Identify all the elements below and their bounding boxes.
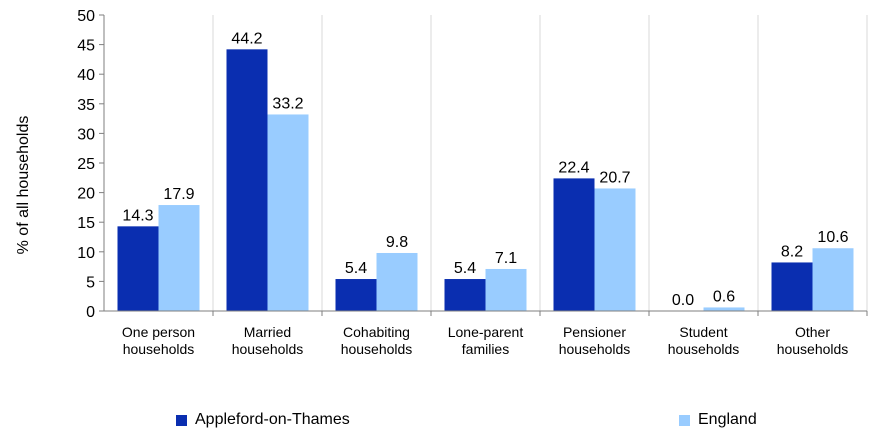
y-tick-label: 0 bbox=[86, 304, 95, 321]
bars bbox=[117, 49, 854, 312]
bar-appleford bbox=[444, 279, 486, 311]
y-axis: 0 5 10 15 20 25 30 35 40 45 50 bbox=[77, 8, 105, 321]
y-tick-label: 25 bbox=[77, 156, 95, 173]
data-label: 7.1 bbox=[495, 250, 517, 267]
x-tick-label: Lone-parent families bbox=[448, 324, 524, 357]
x-tick-label: Other households bbox=[777, 324, 849, 357]
legend-item-appleford: Appleford-on-Thames bbox=[176, 410, 350, 430]
data-label: 10.6 bbox=[817, 229, 848, 246]
legend-label-england: England bbox=[698, 411, 757, 428]
legend-item-england: England bbox=[679, 410, 757, 430]
y-tick-label: 45 bbox=[77, 38, 95, 55]
bar-appleford bbox=[226, 49, 268, 311]
x-tick-label: Cohabiting households bbox=[341, 324, 413, 357]
data-label: 5.4 bbox=[454, 260, 476, 277]
bar-appleford bbox=[117, 226, 159, 311]
data-label: 0.6 bbox=[713, 288, 735, 305]
data-label: 33.2 bbox=[272, 95, 303, 112]
legend-label-appleford: Appleford-on-Thames bbox=[195, 411, 350, 428]
bar-england bbox=[267, 114, 309, 312]
data-labels: 14.3 17.9 44.2 33.2 5.4 9.8 5.4 7.1 22.4 20.7 0.0 0… bbox=[122, 30, 848, 309]
y-tick-label: 15 bbox=[77, 215, 95, 232]
y-tick-label: 35 bbox=[77, 97, 95, 114]
bar-england bbox=[485, 268, 527, 311]
legend-swatch-england bbox=[679, 414, 690, 426]
bar-england bbox=[594, 188, 636, 311]
y-tick-label: 20 bbox=[77, 186, 95, 203]
grid-lines bbox=[212, 15, 868, 311]
bar-chart: 0 5 10 15 20 25 30 35 40 45 50 14.3 17.9 44.2 33.2 5.4… bbox=[15, 8, 868, 357]
x-tick-label: Pensioner households bbox=[559, 324, 631, 357]
legend-swatch-appleford bbox=[176, 414, 187, 426]
data-label: 8.2 bbox=[781, 243, 803, 260]
y-tick-label: 5 bbox=[86, 274, 95, 291]
data-label: 14.3 bbox=[122, 207, 153, 224]
data-label: 22.4 bbox=[558, 159, 589, 176]
data-label: 20.7 bbox=[599, 169, 630, 186]
bar-appleford bbox=[771, 262, 813, 311]
bar-england bbox=[158, 205, 200, 311]
data-label: 0.0 bbox=[672, 292, 694, 309]
bar-england bbox=[376, 252, 418, 311]
data-label: 44.2 bbox=[231, 30, 262, 47]
data-label: 17.9 bbox=[163, 186, 194, 203]
y-tick-label: 10 bbox=[77, 245, 95, 262]
y-tick-label: 50 bbox=[77, 8, 95, 25]
data-label: 5.4 bbox=[345, 260, 367, 277]
bar-appleford bbox=[553, 178, 595, 311]
y-tick-label: 30 bbox=[77, 126, 95, 143]
x-tick-label: One person households bbox=[122, 324, 195, 357]
y-tick-label: 40 bbox=[77, 67, 95, 84]
data-label: 9.8 bbox=[386, 234, 408, 251]
bar-england bbox=[703, 307, 745, 311]
x-tick-label: Married households bbox=[232, 324, 304, 357]
bar-england bbox=[812, 248, 854, 311]
y-axis-title: % of all households bbox=[15, 116, 32, 255]
x-tick-label: Student households bbox=[668, 324, 740, 357]
x-axis: One person households Married households Coh… bbox=[104, 310, 868, 357]
bar-appleford bbox=[335, 279, 377, 311]
